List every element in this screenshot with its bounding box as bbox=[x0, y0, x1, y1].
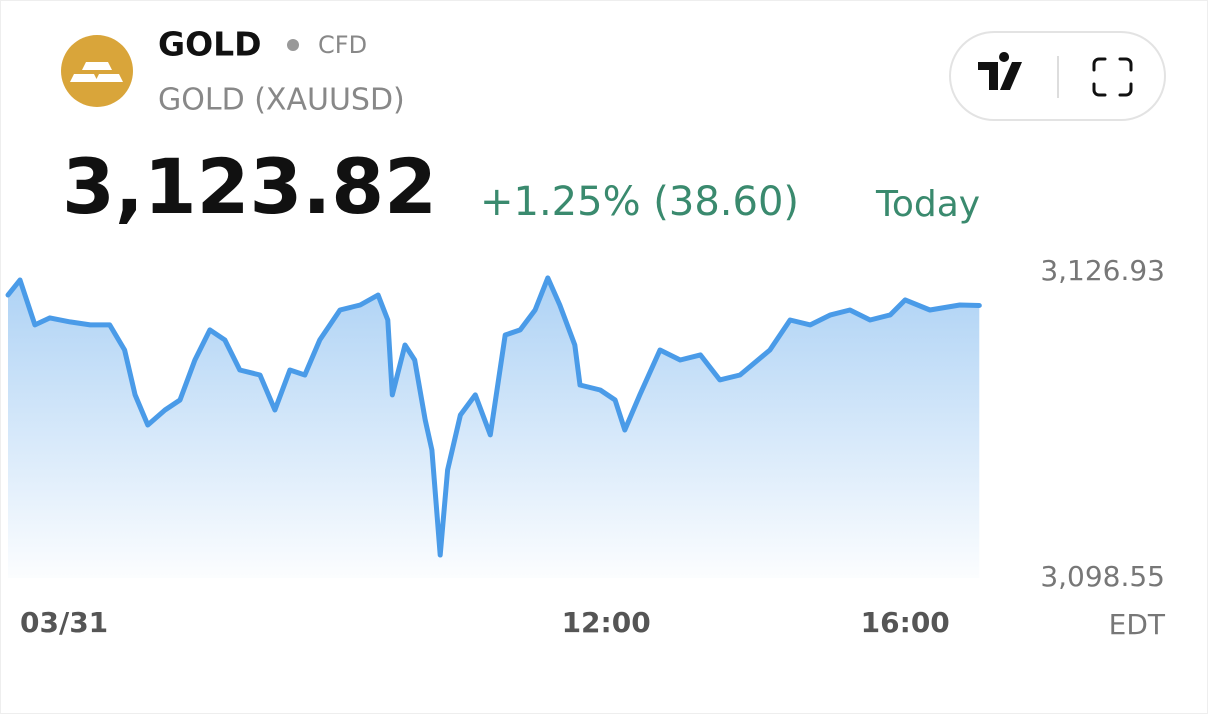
instrument-type: CFD bbox=[318, 31, 367, 59]
price: 3,123.82 bbox=[62, 142, 437, 231]
instrument-name: GOLD (XAUUSD) bbox=[158, 83, 405, 118]
timezone: EDT bbox=[1109, 608, 1166, 641]
tradingview-button[interactable] bbox=[978, 52, 1022, 90]
toolbar bbox=[949, 31, 1166, 121]
price-line bbox=[5, 275, 982, 558]
price-change: +1.25% (38.60) bbox=[480, 179, 799, 225]
fullscreen-button[interactable] bbox=[1092, 57, 1133, 97]
separator-dot bbox=[287, 39, 299, 51]
period: Today bbox=[875, 184, 980, 225]
plot: 3,126.93 3,098.55 03/31 12:00 16:00 bbox=[5, 254, 1165, 639]
x-tick-label: 12:00 bbox=[562, 606, 651, 639]
y-tick-label: 3,126.93 bbox=[1040, 254, 1165, 287]
symbol: GOLD bbox=[158, 25, 262, 64]
x-tick-label: 16:00 bbox=[861, 606, 950, 639]
logo bbox=[61, 35, 133, 107]
x-tick-label: 03/31 bbox=[20, 606, 108, 639]
y-tick-label: 3,098.55 bbox=[1040, 560, 1165, 593]
